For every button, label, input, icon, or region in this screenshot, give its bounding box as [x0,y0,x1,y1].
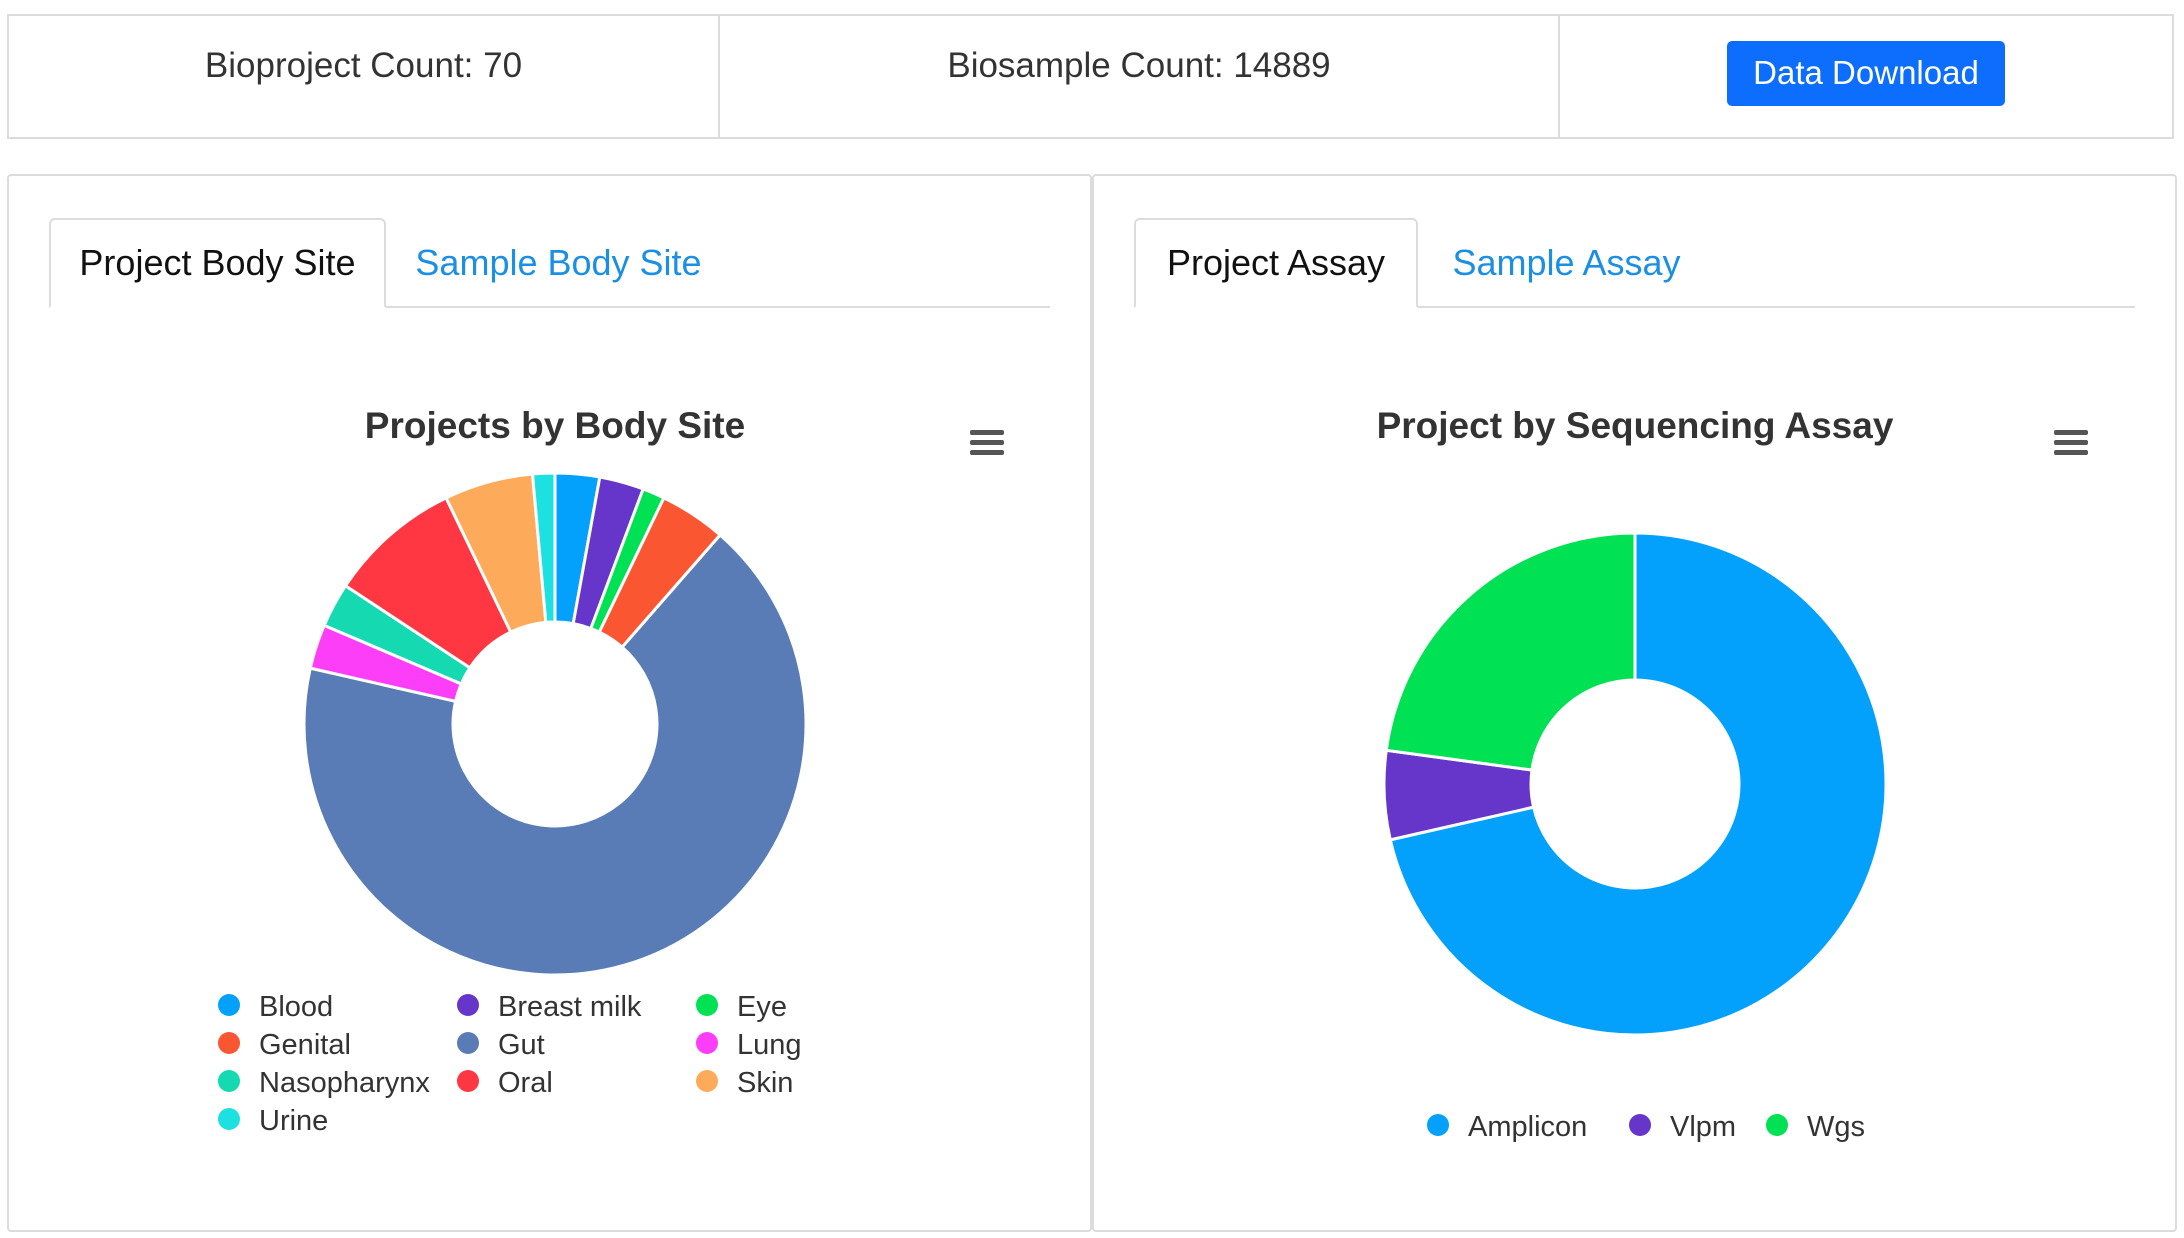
bioproject-count: Bioproject Count: 70 [204,46,523,85]
legend-marker [218,1108,240,1130]
chart-title: Project by Sequencing Assay [1377,405,1894,446]
body-site-chart: Projects by Body Site Blood Breast milk Eye… [218,405,1004,1137]
legend-label: Urine [259,1105,328,1137]
biosample-count-cell: Biosample Count: 14889 [720,16,1560,137]
download-cell: Data Download [1560,16,2172,137]
legend-item-gut[interactable]: Gut [457,1029,545,1061]
legend-item-genital[interactable]: Genital [218,1029,351,1061]
legend-item-lung[interactable]: Lung [696,1029,802,1061]
legend-marker [696,1032,718,1054]
legend-item-breast-milk[interactable]: Breast milk [457,991,642,1023]
summary-bar: Bioproject Count: 70 Biosample Count: 14… [7,14,2174,139]
assay-panel: Project Assay Sample Assay Project by Se… [1092,174,2177,1232]
legend-item-nasopharynx[interactable]: Nasopharynx [218,1067,430,1099]
legend-marker [1629,1114,1651,1136]
hamburger-menu-icon[interactable] [970,430,1004,455]
slice-wgs[interactable] [1384,531,1637,772]
hamburger-menu-icon[interactable] [2054,430,2088,455]
slice-gut[interactable] [302,533,808,977]
legend-label: Lung [737,1029,802,1061]
legend-label: Blood [259,991,333,1023]
legend-label: Wgs [1807,1111,1865,1143]
tab-sample-body-site[interactable]: Sample Body Site [415,242,702,283]
body-site-panel: Project Body Site Sample Body Site Proje… [7,174,1092,1232]
legend-item-blood[interactable]: Blood [218,991,333,1023]
legend-item-eye[interactable]: Eye [696,991,787,1023]
legend-item-amplicon[interactable]: Amplicon [1427,1111,1587,1143]
legend-item-wgs[interactable]: Wgs [1766,1111,1865,1143]
assay-tabs: Project Assay Sample Assay [1134,216,2135,308]
legend-marker [457,1070,479,1092]
legend-label: Eye [737,991,787,1023]
data-download-button[interactable]: Data Download [1727,41,2005,106]
legend-label: Skin [737,1067,793,1099]
tab-project-assay[interactable]: Project Assay [1134,218,1418,308]
legend-marker [218,1032,240,1054]
assay-chart: Project by Sequencing Assay Amplicon Vlpm W… [1377,405,2088,1143]
tab-sample-assay[interactable]: Sample Assay [1452,242,1681,283]
legend-marker [1427,1114,1449,1136]
body-site-tabs: Project Body Site Sample Body Site [49,216,1050,308]
legend-label: Oral [498,1067,553,1099]
legend-marker [696,1070,718,1092]
chart-title: Projects by Body Site [365,405,745,446]
legend-label: Genital [259,1029,351,1061]
legend-marker [218,994,240,1016]
legend-marker [457,1032,479,1054]
legend-label: Vlpm [1670,1111,1736,1143]
slice-urine[interactable] [531,471,557,624]
legend-item-skin[interactable]: Skin [696,1067,793,1099]
legend-marker [218,1070,240,1092]
slice-amplicon[interactable] [1388,531,1888,1037]
legend-label: Nasopharynx [259,1067,430,1099]
legend-item-vlpm[interactable]: Vlpm [1629,1111,1736,1143]
legend-label: Breast milk [498,991,642,1023]
legend-marker [457,994,479,1016]
legend-marker [1766,1114,1788,1136]
tab-project-body-site[interactable]: Project Body Site [49,218,386,308]
legend-marker [696,994,718,1016]
legend-label: Gut [498,1029,545,1061]
legend-item-oral[interactable]: Oral [457,1067,553,1099]
legend-item-urine[interactable]: Urine [218,1105,328,1137]
legend-label: Amplicon [1468,1111,1587,1143]
bioproject-count-cell: Bioproject Count: 70 [9,16,720,137]
biosample-count: Biosample Count: 14889 [947,46,1331,85]
